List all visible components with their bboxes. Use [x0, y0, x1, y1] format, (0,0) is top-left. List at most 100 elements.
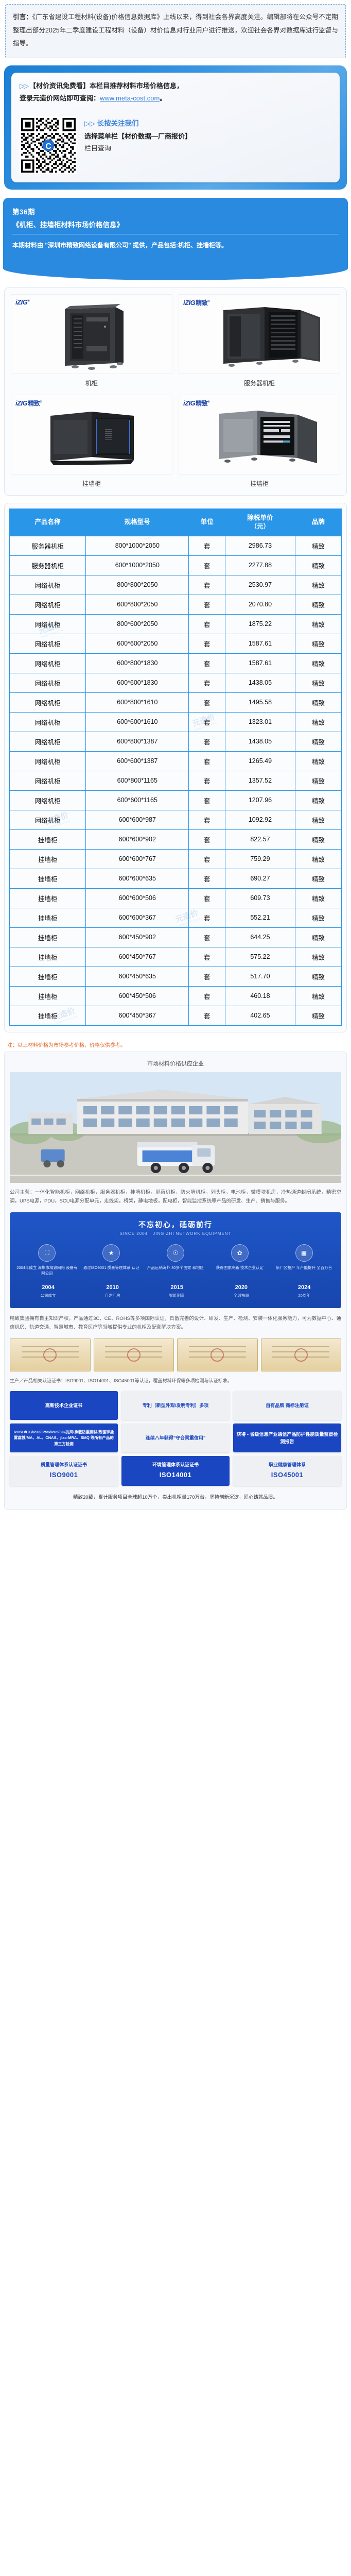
qr-code[interactable]: C	[20, 116, 77, 174]
award-icon: ✿	[231, 1244, 249, 1262]
section-header: 第36期 《机柜、挂墙柜材料市场价格信息》 本期材料由 "深圳市精致网络设备有限…	[3, 197, 348, 257]
table-row: 挂墙柜 600*450*367 套 402.65 精致	[9, 1005, 342, 1026]
cell-spec: 600*600*1387	[85, 751, 189, 771]
certificate-thumbnail[interactable]	[93, 1338, 174, 1371]
timeline-item: 2024 20周年	[297, 1284, 311, 1298]
cell-product-name: 挂墙柜	[9, 849, 86, 869]
promo-url-row: 登录元造价网站即可查阅：www.meta-cost.com。	[20, 92, 331, 105]
cell-spec: 600*600*2050	[85, 633, 189, 654]
cabinet-illustration	[182, 294, 337, 374]
cell-spec: 600*1000*2050	[85, 555, 189, 575]
truck	[137, 1142, 215, 1173]
cell-brand: 精致	[294, 986, 342, 1006]
cell-product-name: 挂墙柜	[9, 946, 86, 967]
timeline-item: 2004 公司成立	[40, 1284, 56, 1298]
badge-trademark: 自有品牌 商标注册证	[233, 1391, 341, 1420]
cell-spec: 600*600*506	[85, 888, 189, 908]
section-description: 本期材料由 "深圳市精致网络设备有限公司" 提供，产品包括:机柜、挂墙柜等。	[12, 241, 228, 249]
cell-unit: 套	[188, 653, 226, 673]
cell-spec: 600*800*1830	[85, 653, 189, 673]
double-arrow-icon: ▷▷	[20, 81, 29, 90]
issue-number: 第36期	[12, 208, 36, 216]
cell-brand: 精致	[294, 574, 342, 595]
certificate-thumbnail[interactable]	[260, 1338, 341, 1371]
certificate-thumbnail[interactable]	[177, 1338, 258, 1371]
timeline-item: 2010 自建厂房	[104, 1284, 120, 1298]
cell-brand: 精致	[294, 555, 342, 575]
cell-spec: 800*600*2050	[85, 614, 189, 634]
business-paragraph-1: 公司主营：一体化智能机柜，网络机柜，服务器机柜，挂墙机柜，屏蔽机柜，防火墙机柜，…	[10, 1189, 341, 1205]
badge-high-tech: 高新技术企业证书	[10, 1391, 118, 1420]
cell-price: 644.25	[225, 927, 295, 947]
cell-brand: 精致	[294, 672, 342, 693]
cell-price: 1265.49	[225, 751, 295, 771]
product-cell: iZIG®	[11, 294, 172, 388]
flow-node-label: 产品远销海外 30多个国家 和地区	[147, 1265, 204, 1270]
cell-price: 402.65	[225, 1005, 295, 1026]
cell-unit: 套	[188, 731, 226, 752]
cell-spec: 600*800*2050	[85, 594, 189, 615]
cell-price: 1587.61	[225, 633, 295, 654]
cell-brand: 精致	[294, 614, 342, 634]
cell-product-name: 挂墙柜	[9, 829, 86, 850]
table-row: 挂墙柜 600*450*767 套 575.22 精致	[9, 946, 342, 967]
cell-price: 517.70	[225, 966, 295, 987]
product-image[interactable]: iZIG精致®	[11, 394, 172, 474]
badge-third-party-testing: ROSH/CE/IP32/IP55/IP65/3C/抗风/承载防震测试/热镀锌盐…	[10, 1423, 118, 1453]
cell-brand: 精致	[294, 907, 342, 928]
cell-product-name: 网络机柜	[9, 751, 86, 771]
cell-product-name: 网络机柜	[9, 594, 86, 615]
meta-cost-link[interactable]: www.meta-cost.com	[100, 94, 160, 102]
table-row: 挂墙柜 600*450*635 套 517.70 精致	[9, 966, 342, 987]
cabinet-illustration	[14, 395, 169, 474]
cabinet-illustration	[14, 294, 169, 374]
cell-unit: 套	[188, 966, 226, 987]
table-row: 挂墙柜 600*600*635 套 690.27 精致	[9, 868, 342, 889]
cell-brand: 精致	[294, 692, 342, 713]
cell-price: 2986.73	[225, 535, 295, 556]
promo-headline: 【材价资讯免费看】本栏目推荐材料市场价格信息，	[29, 81, 184, 90]
table-row: 挂墙柜 600*450*506 套 460.18 精致	[9, 986, 342, 1006]
timeline-item: 2020 全球布局	[233, 1284, 249, 1298]
cell-price: 552.21	[225, 907, 295, 928]
badge-patents: 专利（新型外观/发明专利）多项	[121, 1391, 230, 1420]
history-flow: ⛶ 2004年成立 深圳市精致网络 设备有限公司 ★ 通过ISO9001 质量管…	[16, 1244, 335, 1277]
cell-product-name: 网络机柜	[9, 672, 86, 693]
cell-brand: 精致	[294, 888, 342, 908]
table-header-row: 产品名称 规格型号 单位 除税单价 （元） 品牌	[9, 508, 342, 536]
cell-spec: 600*600*902	[85, 829, 189, 850]
product-image[interactable]: iZIG精致®	[179, 294, 340, 374]
cell-price: 1357.52	[225, 770, 295, 791]
flow-node-label: 新厂区投产 年产能提升 至百万台	[276, 1265, 332, 1270]
cell-unit: 套	[188, 711, 226, 732]
certificate-caption: 生产／产品相关认证证书：ISO9001、ISO14001、ISO45001等认证…	[10, 1378, 232, 1383]
cell-product-name: 挂墙柜	[9, 868, 86, 889]
cell-spec: 600*600*767	[85, 849, 189, 869]
table-row: 网络机柜 600*600*987 套 1092.92 精致	[9, 809, 342, 830]
cell-spec: 600*800*1387	[85, 731, 189, 752]
cell-spec: 600*600*1610	[85, 711, 189, 732]
product-image[interactable]: iZIG®	[11, 294, 172, 374]
product-image[interactable]: iZIG精致®	[179, 394, 340, 474]
promo-card: ▷▷ 【材价资讯免费看】本栏目推荐材料市场价格信息， 登录元造价网站即可查阅：ww…	[4, 65, 347, 190]
cell-brand: 精致	[294, 849, 342, 869]
table-row: 服务器机柜 600*1000*2050 套 2277.88 精致	[9, 555, 342, 575]
flow-node-label: 获得国家高新 技术企业认定	[216, 1265, 264, 1270]
cell-spec: 600*800*1165	[85, 770, 189, 791]
cell-unit: 套	[188, 927, 226, 947]
izig-logo: iZIG精致®	[183, 399, 210, 407]
cell-product-name: 网络机柜	[9, 574, 86, 595]
cell-price: 690.27	[225, 868, 295, 889]
certificate-thumbnail[interactable]	[10, 1338, 91, 1371]
flow-node: ▦ 新厂区投产 年产能提升 至百万台	[273, 1244, 335, 1270]
cell-brand: 精致	[294, 829, 342, 850]
izig-logo: iZIG精致®	[183, 298, 210, 307]
cell-product-name: 挂墙柜	[9, 1005, 86, 1026]
product-cell: iZIG精致®	[179, 394, 340, 489]
product-caption: 挂墙柜	[82, 480, 101, 487]
cell-product-name: 挂墙柜	[9, 888, 86, 908]
cell-unit: 套	[188, 692, 226, 713]
cell-unit: 套	[188, 535, 226, 556]
cell-product-name: 网络机柜	[9, 653, 86, 673]
